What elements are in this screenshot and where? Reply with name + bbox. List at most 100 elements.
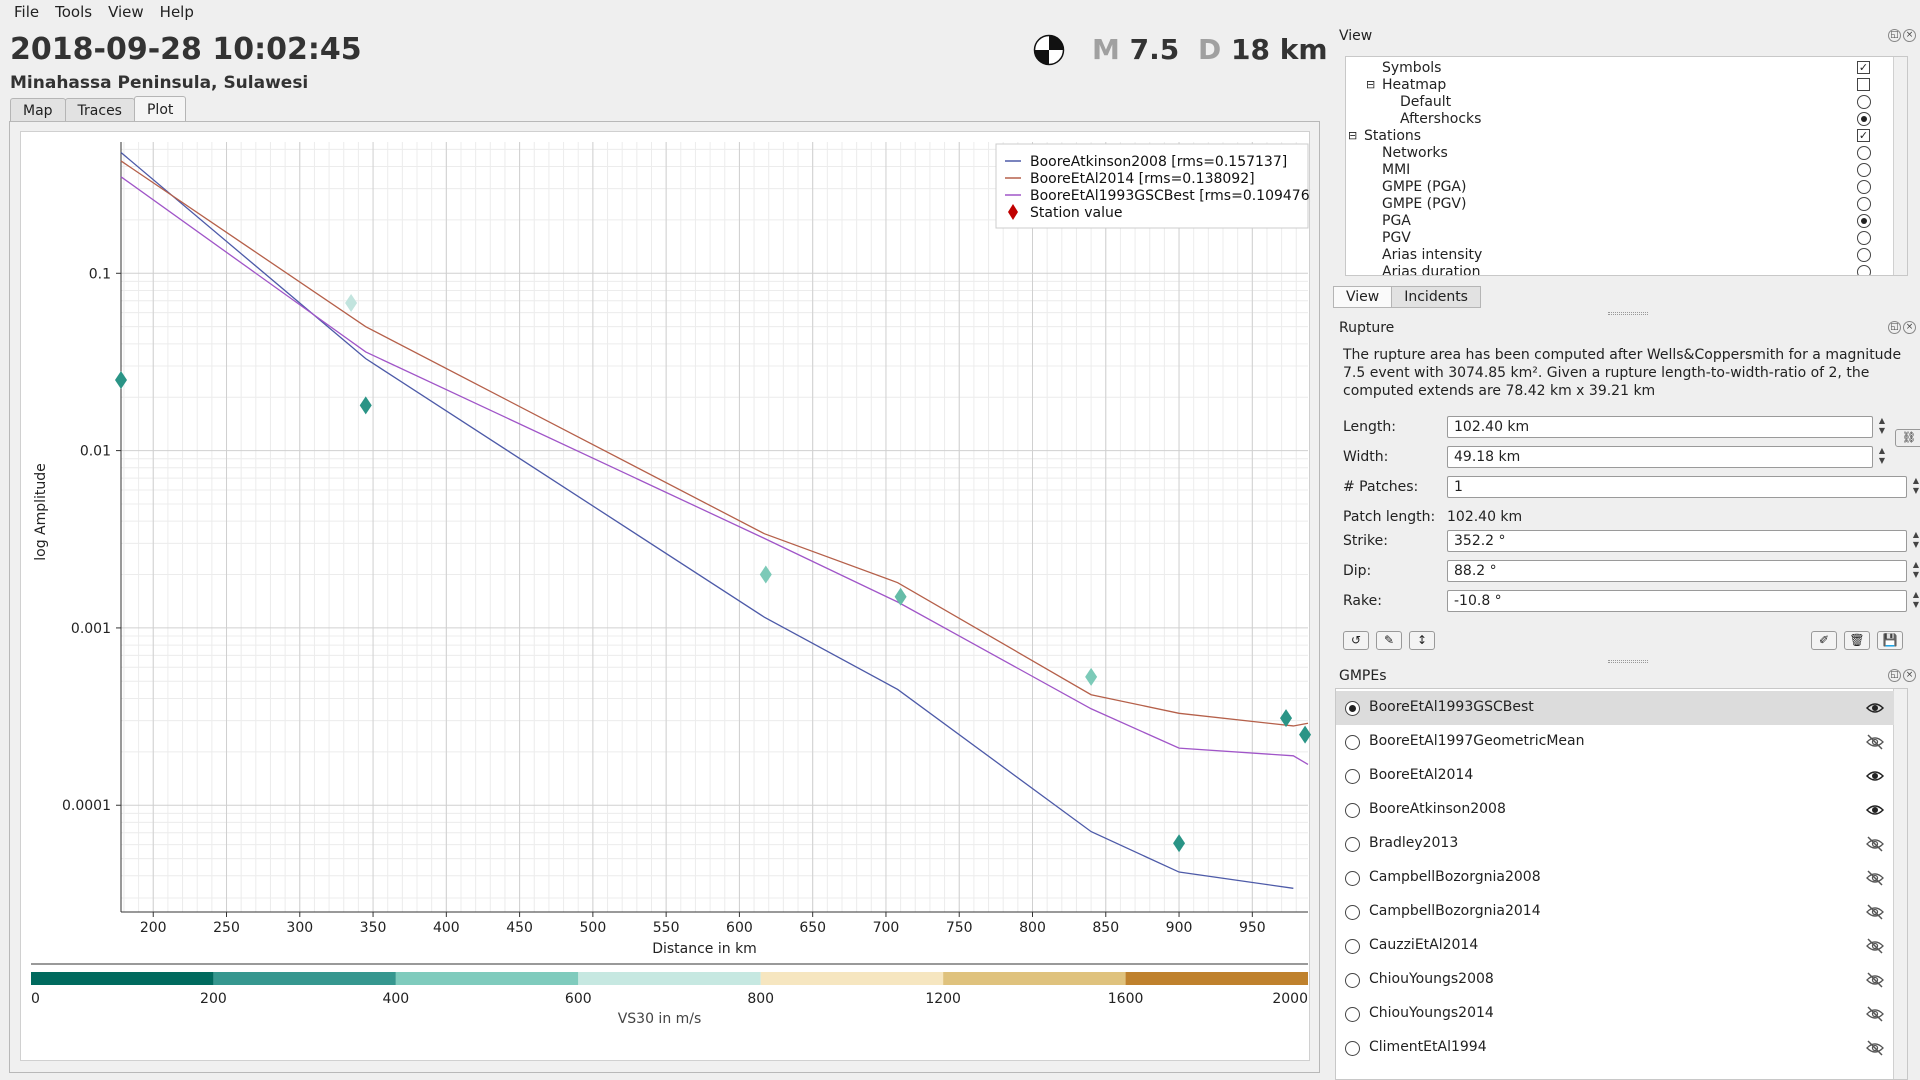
close-icon[interactable]: × xyxy=(1903,29,1916,42)
radio-button[interactable] xyxy=(1857,230,1871,245)
pencil-icon[interactable]: ✎ xyxy=(1376,631,1402,650)
menu-tools[interactable]: Tools xyxy=(55,3,93,21)
eye-hidden-icon[interactable] xyxy=(1866,972,1884,988)
tree-item[interactable]: Arias duration xyxy=(1346,263,1894,275)
collapse-icon[interactable]: ⊟ xyxy=(1366,78,1376,91)
tree-item[interactable]: PGA xyxy=(1346,212,1894,229)
tree-item[interactable]: Arias intensity xyxy=(1346,246,1894,263)
gmpe-item[interactable]: ChiouYoungs2014 xyxy=(1336,997,1894,1031)
eye-hidden-icon[interactable] xyxy=(1866,938,1884,954)
float-icon[interactable]: ◱ xyxy=(1888,29,1901,42)
radio-button[interactable] xyxy=(1857,264,1871,275)
strike-stepper[interactable]: ▲ ▼ xyxy=(1912,530,1920,549)
checkbox[interactable] xyxy=(1857,78,1870,91)
gmpe-item[interactable]: CauzziEtAl2014 xyxy=(1336,929,1894,963)
close-icon[interactable]: × xyxy=(1903,321,1916,334)
save-icon[interactable]: 💾 xyxy=(1877,631,1903,650)
eye-hidden-icon[interactable] xyxy=(1866,734,1884,750)
reset-icon[interactable]: ↺ xyxy=(1343,631,1369,650)
radio-button[interactable] xyxy=(1857,213,1871,228)
radio-button[interactable] xyxy=(1857,247,1871,262)
checkbox[interactable]: ✓ xyxy=(1857,129,1870,142)
tree-item[interactable]: MMI xyxy=(1346,161,1894,178)
trash-icon[interactable]: 🗑 xyxy=(1844,631,1870,650)
radio-button[interactable] xyxy=(1345,871,1360,886)
strike-field[interactable]: 352.2 ° xyxy=(1447,530,1907,552)
tree-item[interactable]: Default xyxy=(1346,93,1894,110)
gmpe-item[interactable]: CampbellBozorgnia2014 xyxy=(1336,895,1894,929)
radio-button[interactable] xyxy=(1345,939,1360,954)
length-field[interactable]: 102.40 km xyxy=(1447,416,1873,438)
menu-view[interactable]: View xyxy=(108,3,144,21)
gmpe-item[interactable]: BooreEtAl1997GeometricMean xyxy=(1336,725,1894,759)
radio-button[interactable] xyxy=(1345,769,1360,784)
eye-icon[interactable] xyxy=(1865,802,1885,818)
eye-hidden-icon[interactable] xyxy=(1866,836,1884,852)
collapse-icon[interactable]: ⊟ xyxy=(1348,129,1358,142)
float-icon[interactable]: ◱ xyxy=(1888,669,1901,682)
float-icon[interactable]: ◱ xyxy=(1888,321,1901,334)
eye-hidden-icon[interactable] xyxy=(1866,870,1884,886)
radio-button[interactable] xyxy=(1345,735,1360,750)
eye-hidden-icon[interactable] xyxy=(1866,1006,1884,1022)
tree-item[interactable]: Symbols ✓ xyxy=(1346,59,1894,76)
menu-file[interactable]: File xyxy=(14,3,40,21)
eye-icon[interactable] xyxy=(1865,700,1885,716)
gmpe-item[interactable]: BooreEtAl2014 xyxy=(1336,759,1894,793)
radio-button[interactable] xyxy=(1345,701,1360,716)
legend-label: BooreEtAl2014 [rms=0.138092] xyxy=(1030,171,1255,187)
tree-item[interactable]: GMPE (PGA) xyxy=(1346,178,1894,195)
width-stepper[interactable]: ▲ ▼ xyxy=(1878,446,1886,465)
gmpe-item[interactable]: BooreEtAl1993GSCBest xyxy=(1336,691,1894,725)
link-icon[interactable]: ⛓ xyxy=(1895,429,1920,447)
patches-stepper[interactable]: ▲ ▼ xyxy=(1912,476,1920,495)
radio-button[interactable] xyxy=(1857,111,1871,126)
close-icon[interactable]: × xyxy=(1903,669,1916,682)
radio-button[interactable] xyxy=(1345,905,1360,920)
eye-hidden-icon[interactable] xyxy=(1866,1040,1884,1056)
menu-help[interactable]: Help xyxy=(159,3,194,21)
dip-field[interactable]: 88.2 ° xyxy=(1447,560,1907,582)
gmpe-item[interactable]: CampbellBozorgnia2008 xyxy=(1336,861,1894,895)
width-field[interactable]: 49.18 km xyxy=(1447,446,1873,468)
radio-button[interactable] xyxy=(1345,837,1360,852)
tree-scrollbar[interactable] xyxy=(1893,57,1907,275)
splitter-handle[interactable] xyxy=(1608,660,1648,663)
radio-button[interactable] xyxy=(1345,1041,1360,1056)
gmpe-item[interactable]: ClimentEtAl1994 xyxy=(1336,1031,1894,1065)
rake-field[interactable]: -10.8 ° xyxy=(1447,590,1907,612)
radio-button[interactable] xyxy=(1857,162,1871,177)
tree-item[interactable]: GMPE (PGV) xyxy=(1346,195,1894,212)
dip-stepper[interactable]: ▲ ▼ xyxy=(1912,560,1920,579)
tab-incidents[interactable]: Incidents xyxy=(1391,286,1481,308)
tab-traces[interactable]: Traces xyxy=(64,98,135,122)
eye-hidden-icon[interactable] xyxy=(1866,904,1884,920)
tab-plot[interactable]: Plot xyxy=(133,96,187,122)
length-stepper[interactable]: ▲ ▼ xyxy=(1878,416,1886,435)
splitter-handle[interactable] xyxy=(1608,312,1648,315)
tab-map[interactable]: Map xyxy=(10,98,66,122)
radio-button[interactable] xyxy=(1857,94,1871,109)
gmpe-item[interactable]: ChiouYoungs2008 xyxy=(1336,963,1894,997)
checkbox[interactable]: ✓ xyxy=(1857,61,1870,74)
patches-field[interactable]: 1 xyxy=(1447,476,1907,498)
tab-view[interactable]: View xyxy=(1333,286,1393,308)
edit-icon[interactable]: ✐ xyxy=(1811,631,1837,650)
eye-icon[interactable] xyxy=(1865,768,1885,784)
radio-button[interactable] xyxy=(1857,145,1871,160)
tree-item[interactable]: ⊟ Heatmap xyxy=(1346,76,1894,93)
vertical-arrows-icon[interactable]: ↕ xyxy=(1409,631,1435,650)
gmpe-scrollbar[interactable] xyxy=(1893,689,1907,1079)
tree-item[interactable]: PGV xyxy=(1346,229,1894,246)
radio-button[interactable] xyxy=(1857,179,1871,194)
tree-item[interactable]: ⊟ Stations ✓ xyxy=(1346,127,1894,144)
gmpe-item[interactable]: Bradley2013 xyxy=(1336,827,1894,861)
radio-button[interactable] xyxy=(1345,803,1360,818)
tree-item[interactable]: Networks xyxy=(1346,144,1894,161)
gmpe-item[interactable]: BooreAtkinson2008 xyxy=(1336,793,1894,827)
rake-stepper[interactable]: ▲ ▼ xyxy=(1912,590,1920,609)
tree-item[interactable]: Aftershocks xyxy=(1346,110,1894,127)
radio-button[interactable] xyxy=(1345,1007,1360,1022)
radio-button[interactable] xyxy=(1345,973,1360,988)
radio-button[interactable] xyxy=(1857,196,1871,211)
